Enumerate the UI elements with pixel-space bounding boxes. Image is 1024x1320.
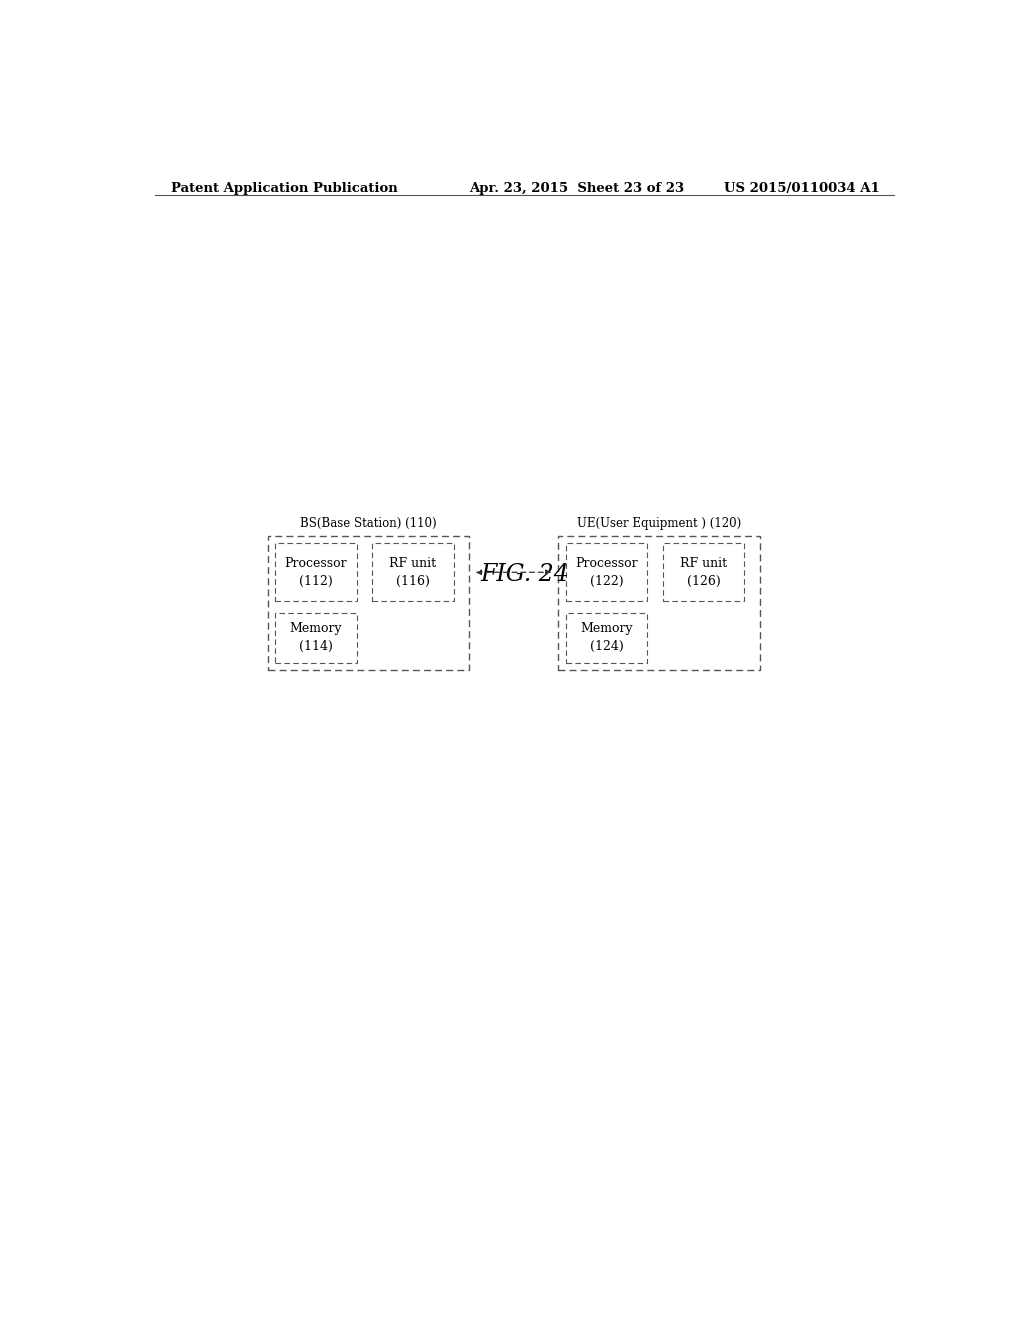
Text: FIG. 24: FIG. 24 [480,562,569,586]
Text: Memory
(114): Memory (114) [290,622,342,653]
Text: RF unit
(126): RF unit (126) [680,557,727,587]
Text: BS(Base Station) (110): BS(Base Station) (110) [300,517,436,531]
Text: Patent Application Publication: Patent Application Publication [171,182,397,194]
Bar [566,612,647,663]
Text: US 2015/0110034 A1: US 2015/0110034 A1 [724,182,880,194]
Bar [267,536,469,671]
Bar [275,544,356,601]
Bar [566,544,647,601]
Bar [558,536,760,671]
Text: Apr. 23, 2015  Sheet 23 of 23: Apr. 23, 2015 Sheet 23 of 23 [469,182,684,194]
Text: RF unit
(116): RF unit (116) [389,557,436,587]
Text: Processor
(122): Processor (122) [575,557,638,587]
Bar [372,544,454,601]
Text: Memory
(124): Memory (124) [581,622,633,653]
Text: UE(User Equipment ) (120): UE(User Equipment ) (120) [577,517,741,531]
Text: Processor
(112): Processor (112) [285,557,347,587]
Bar [663,544,744,601]
Bar [275,612,356,663]
